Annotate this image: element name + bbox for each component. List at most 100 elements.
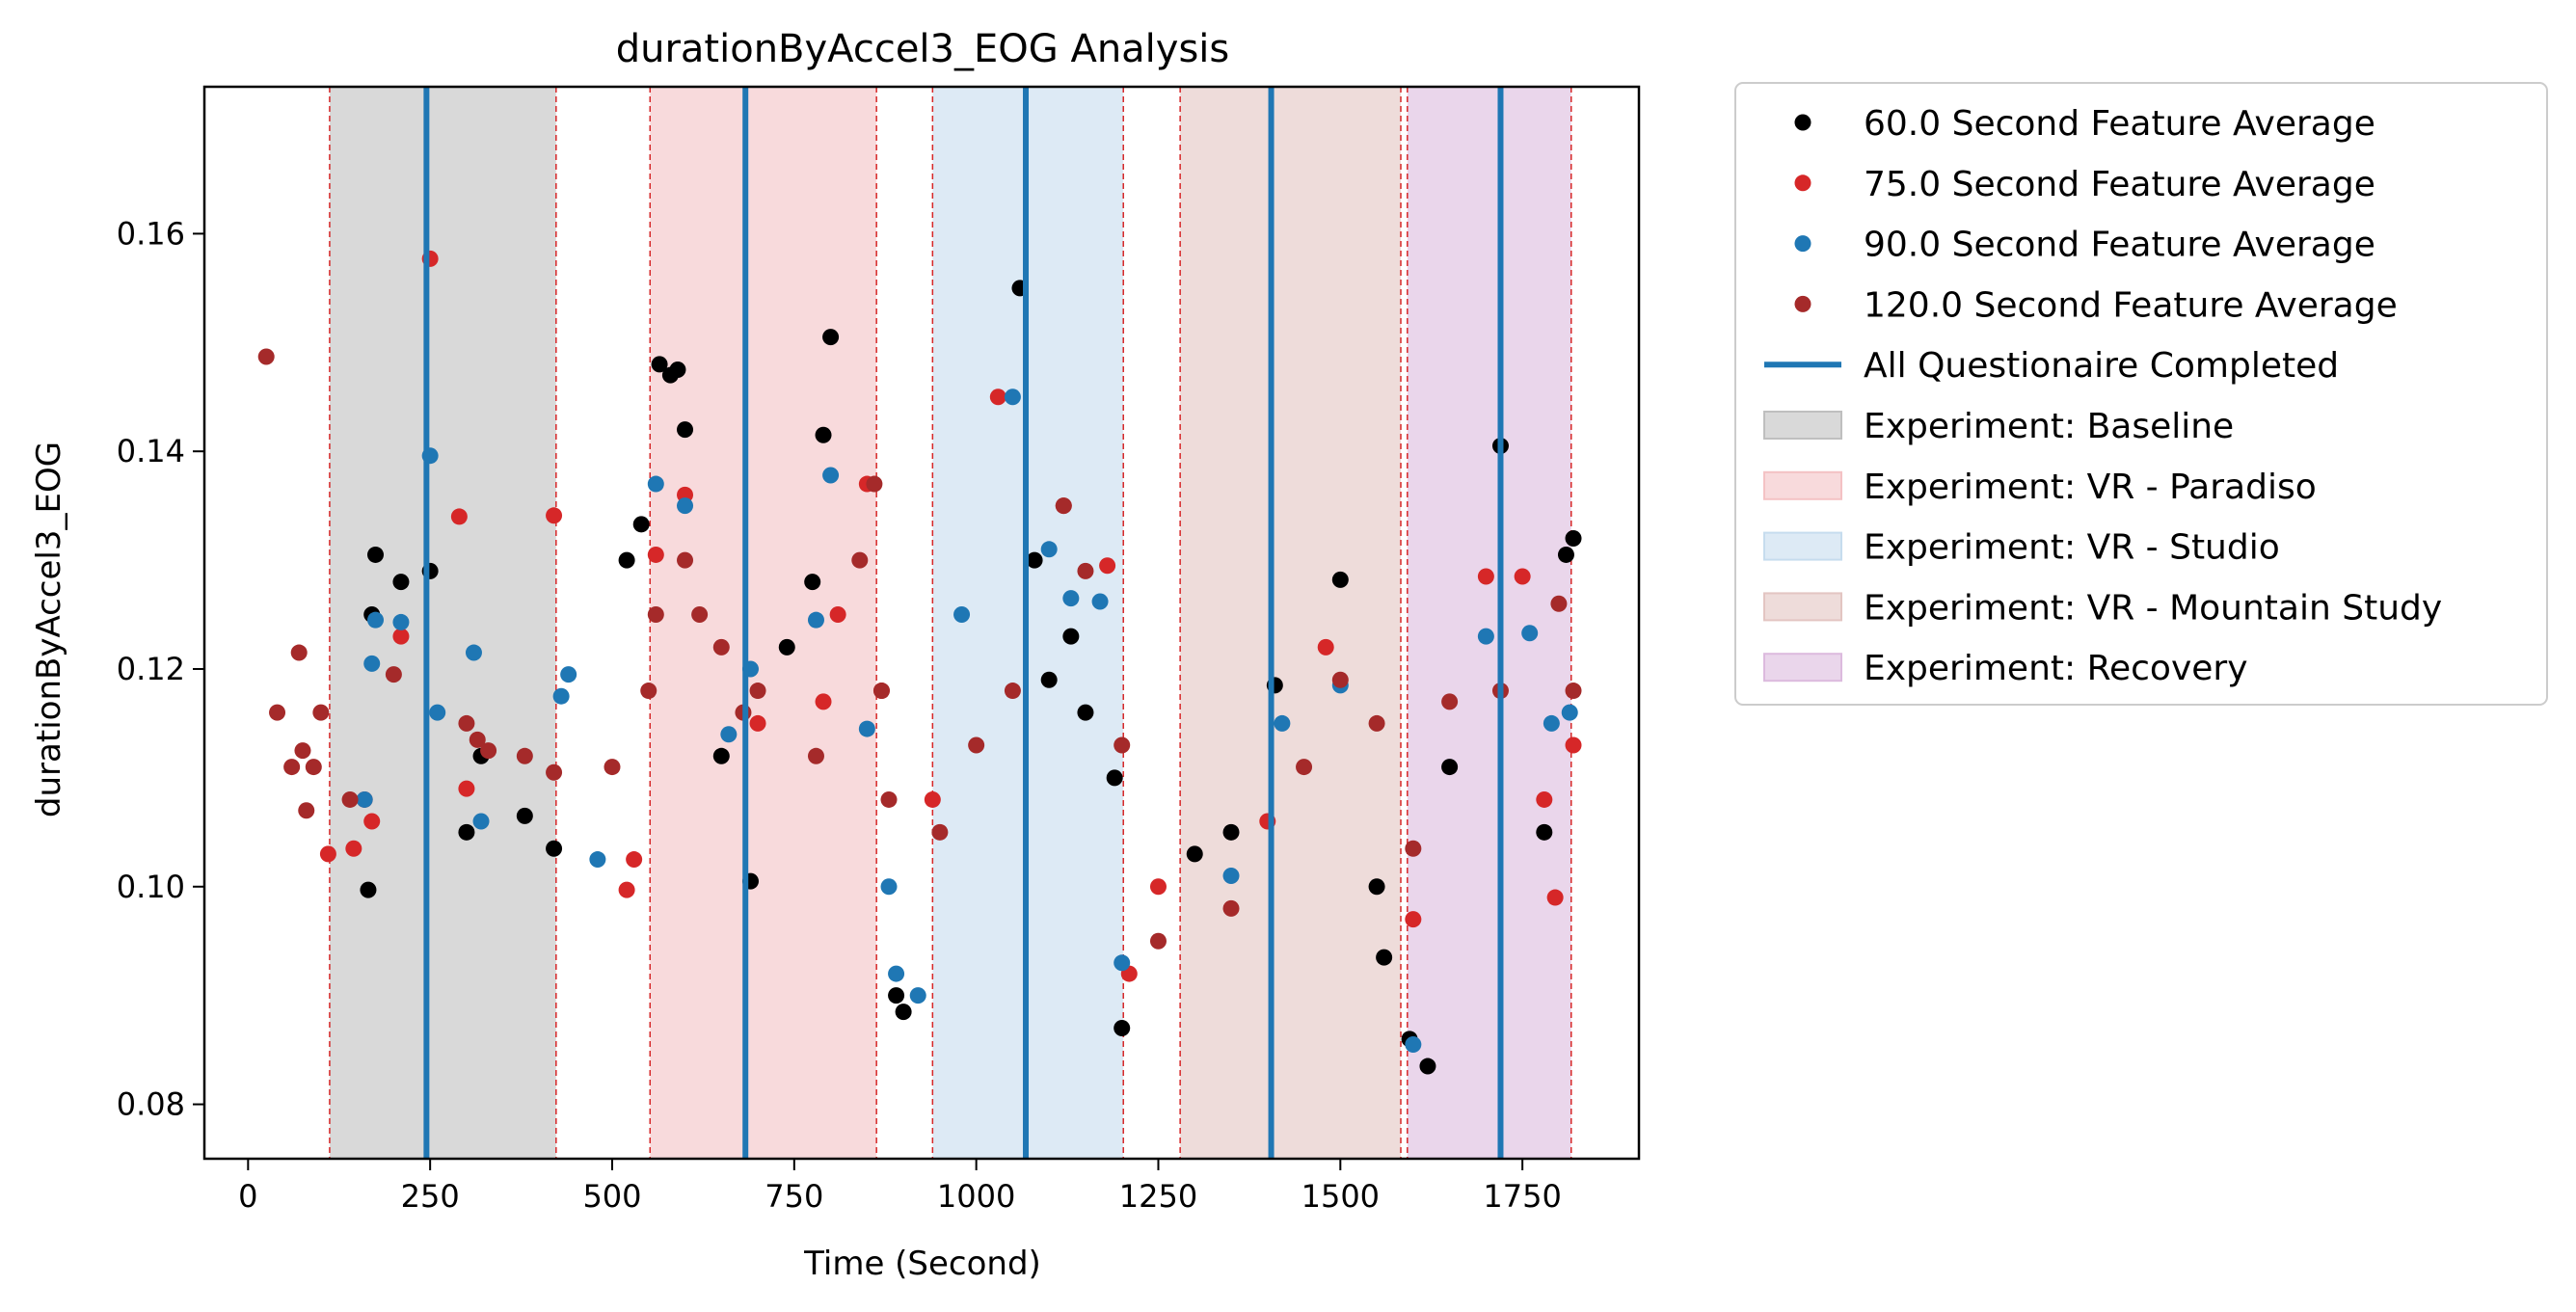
point-series2-26 <box>1114 954 1131 972</box>
point-series3-25 <box>866 475 883 493</box>
point-series0-27 <box>1077 704 1094 721</box>
point-series1-4 <box>392 628 410 645</box>
y-axis-label: durationByAccel3_EOG <box>30 442 68 817</box>
point-series3-14 <box>546 763 563 781</box>
point-series2-2 <box>367 611 385 629</box>
legend-marker-2 <box>1794 235 1811 253</box>
point-series3-35 <box>1222 899 1240 917</box>
point-series1-28 <box>1514 568 1531 585</box>
point-series3-9 <box>385 666 402 683</box>
point-series1-15 <box>829 606 846 624</box>
point-series0-24 <box>1026 551 1043 569</box>
point-series0-3 <box>392 574 410 591</box>
point-series1-9 <box>618 881 635 898</box>
questionnaire-lines <box>423 87 1504 1159</box>
point-series3-24 <box>851 551 869 569</box>
point-series2-9 <box>560 666 577 683</box>
point-series3-4 <box>294 742 311 760</box>
phase-band-3 <box>1180 87 1402 1159</box>
point-series3-22 <box>749 683 766 700</box>
legend-label-7: Experiment: VR - Studio <box>1864 528 2280 568</box>
point-series2-3 <box>392 613 410 630</box>
point-series2-27 <box>1222 867 1240 884</box>
point-series3-18 <box>677 551 694 569</box>
point-series3-15 <box>604 759 621 776</box>
y-tick-label-4: 0.16 <box>117 215 185 252</box>
point-series0-5 <box>458 823 475 841</box>
point-series3-3 <box>290 644 308 661</box>
point-series3-19 <box>691 606 709 624</box>
legend-marker-1 <box>1794 174 1811 192</box>
x-tick-label-4: 1000 <box>937 1178 1015 1215</box>
point-series1-31 <box>1565 736 1582 754</box>
point-series1-0 <box>319 845 336 863</box>
point-series0-0 <box>360 881 377 898</box>
legend-marker-6 <box>1763 470 1842 500</box>
point-series3-26 <box>872 683 890 700</box>
point-series3-8 <box>341 790 359 808</box>
point-series3-36 <box>1296 759 1313 776</box>
legend-item-6: Experiment: VR - Paradiso <box>1763 468 2317 507</box>
x-tick-label-5: 1250 <box>1119 1178 1197 1215</box>
point-series1-8 <box>546 507 563 524</box>
point-series2-12 <box>677 497 694 515</box>
point-series1-1 <box>345 840 362 857</box>
point-series2-1 <box>363 655 381 672</box>
point-series0-15 <box>712 747 730 764</box>
point-series3-12 <box>480 742 497 760</box>
legend-item-1: 75.0 Second Feature Average <box>1794 165 2375 204</box>
x-tick-label-0: 0 <box>238 1178 257 1215</box>
axis-ticks: 0 250 500 750 1000 1250 1500 1750 0.08 0.10 0.12 0.… <box>117 215 1562 1215</box>
legend-item-4: All Questionaire Completed <box>1764 346 2339 386</box>
x-tick-label-6: 1500 <box>1301 1178 1380 1215</box>
point-series1-25 <box>1317 638 1334 656</box>
point-series3-10 <box>458 714 475 732</box>
point-series0-20 <box>822 329 840 346</box>
point-series0-38 <box>1441 759 1459 776</box>
point-series2-16 <box>822 467 840 484</box>
point-series0-21 <box>888 987 905 1004</box>
point-series3-23 <box>807 747 824 764</box>
phase-band-4 <box>1407 87 1571 1159</box>
point-series3-43 <box>1565 683 1582 700</box>
legend-label-8: Experiment: VR - Mountain Study <box>1864 588 2442 628</box>
point-series3-37 <box>1331 671 1349 688</box>
point-series2-28 <box>1274 714 1291 732</box>
point-series0-2 <box>367 546 385 563</box>
point-series2-15 <box>807 611 824 629</box>
x-tick-label-3: 750 <box>765 1178 823 1215</box>
point-series3-33 <box>1114 736 1131 754</box>
point-series3-27 <box>880 790 898 808</box>
point-series2-11 <box>647 475 664 493</box>
point-series0-9 <box>618 551 635 569</box>
y-tick-label-2: 0.12 <box>117 651 185 687</box>
legend-marker-7 <box>1763 531 1842 561</box>
point-series1-3 <box>363 813 381 830</box>
legend-label-3: 120.0 Second Feature Average <box>1864 285 2398 325</box>
point-series2-17 <box>858 720 875 737</box>
legend-item-7: Experiment: VR - Studio <box>1763 528 2280 568</box>
phase-band-1 <box>650 87 877 1159</box>
legend-marker-3 <box>1794 295 1811 312</box>
point-series3-29 <box>968 736 985 754</box>
point-series3-6 <box>305 759 322 776</box>
point-series1-19 <box>989 388 1006 406</box>
point-series3-20 <box>712 638 730 656</box>
point-series3-38 <box>1368 714 1385 732</box>
point-series2-21 <box>953 606 971 624</box>
legend-marker-0 <box>1794 114 1811 131</box>
legend-item-8: Experiment: VR - Mountain Study <box>1763 588 2442 628</box>
point-series0-30 <box>1186 845 1203 863</box>
legend-label-9: Experiment: Recovery <box>1864 649 2248 688</box>
point-series1-30 <box>1546 889 1564 906</box>
point-series0-19 <box>815 426 832 443</box>
point-series2-8 <box>552 687 570 705</box>
chart-title: durationByAccel3_EOG Analysis <box>616 27 1230 71</box>
point-series1-26 <box>1405 911 1422 928</box>
point-series0-25 <box>1040 671 1058 688</box>
point-series0-14 <box>677 421 694 439</box>
point-series0-7 <box>516 807 533 824</box>
point-series2-33 <box>1543 714 1560 732</box>
point-series2-6 <box>465 644 482 661</box>
